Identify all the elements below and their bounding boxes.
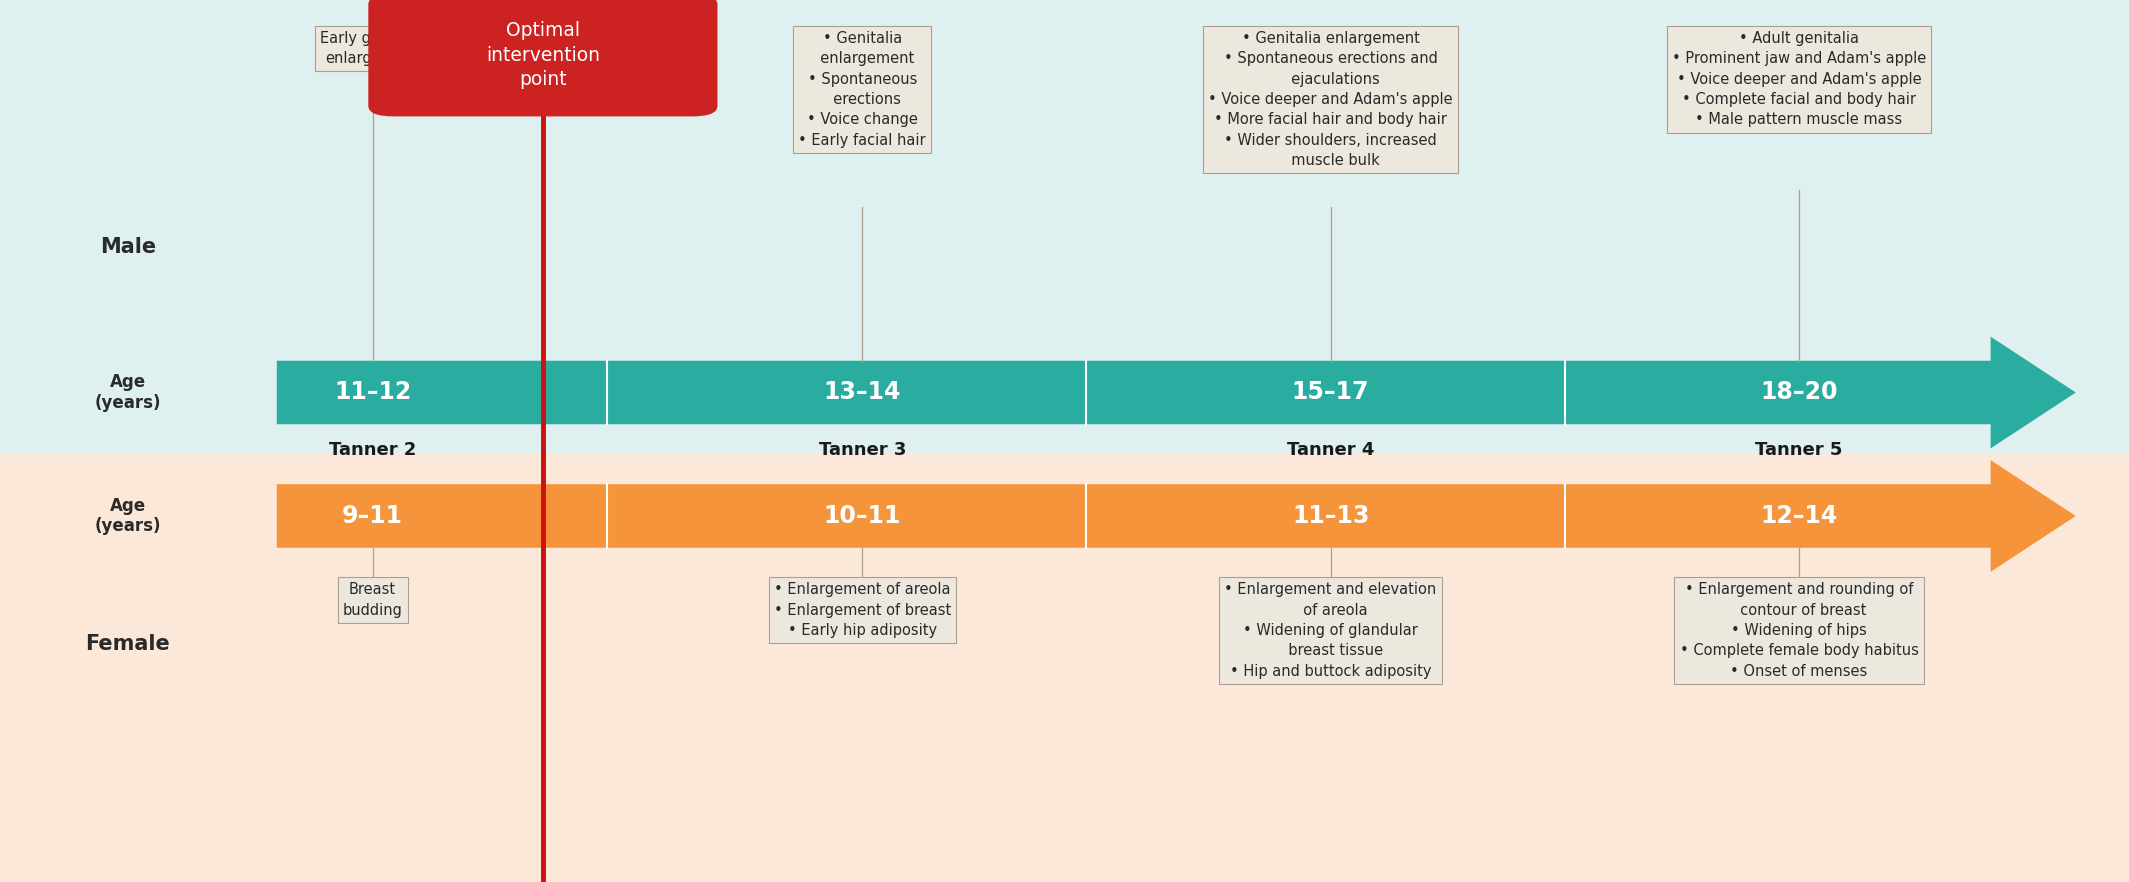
Text: • Adult genitalia
• Prominent jaw and Adam's apple
• Voice deeper and Adam's app: • Adult genitalia • Prominent jaw and Ad…: [1671, 31, 1927, 128]
Text: Age
(years): Age (years): [94, 497, 162, 535]
Text: Tanner 5: Tanner 5: [1754, 441, 1844, 459]
Text: Age
(years): Age (years): [94, 373, 162, 412]
Text: Tanner 4: Tanner 4: [1286, 441, 1375, 459]
FancyBboxPatch shape: [368, 0, 717, 116]
Text: 13–14: 13–14: [824, 380, 901, 405]
Text: 18–20: 18–20: [1761, 380, 1837, 405]
Polygon shape: [277, 337, 2076, 448]
Text: • Genitalia enlargement
• Spontaneous erections and
  ejaculations
• Voice deepe: • Genitalia enlargement • Spontaneous er…: [1209, 31, 1452, 168]
FancyBboxPatch shape: [0, 454, 2129, 882]
Text: Breast
budding: Breast budding: [343, 582, 402, 617]
Text: • Genitalia
  enlargement
• Spontaneous
  erections
• Voice change
• Early facia: • Genitalia enlargement • Spontaneous er…: [798, 31, 926, 148]
Text: 12–14: 12–14: [1761, 504, 1837, 528]
Text: Female: Female: [85, 634, 170, 654]
Text: 9–11: 9–11: [343, 504, 402, 528]
Text: 15–17: 15–17: [1292, 380, 1369, 405]
Text: Tanner 2: Tanner 2: [328, 441, 417, 459]
FancyBboxPatch shape: [0, 0, 2129, 454]
Text: Tanner 3: Tanner 3: [818, 441, 907, 459]
Text: 11–13: 11–13: [1292, 504, 1369, 528]
Text: Optimal
intervention
point: Optimal intervention point: [485, 21, 600, 89]
Text: 10–11: 10–11: [824, 504, 901, 528]
Text: Male: Male: [100, 237, 155, 257]
Text: 11–12: 11–12: [334, 380, 411, 405]
Text: Early genitalia
enlargement: Early genitalia enlargement: [319, 31, 426, 66]
Text: • Enlargement and rounding of
  contour of breast
• Widening of hips
• Complete : • Enlargement and rounding of contour of…: [1680, 582, 1918, 679]
Polygon shape: [277, 460, 2076, 572]
Text: • Enlargement of areola
• Enlargement of breast
• Early hip adiposity: • Enlargement of areola • Enlargement of…: [773, 582, 952, 638]
Text: • Enlargement and elevation
  of areola
• Widening of glandular
  breast tissue
: • Enlargement and elevation of areola • …: [1224, 582, 1437, 679]
